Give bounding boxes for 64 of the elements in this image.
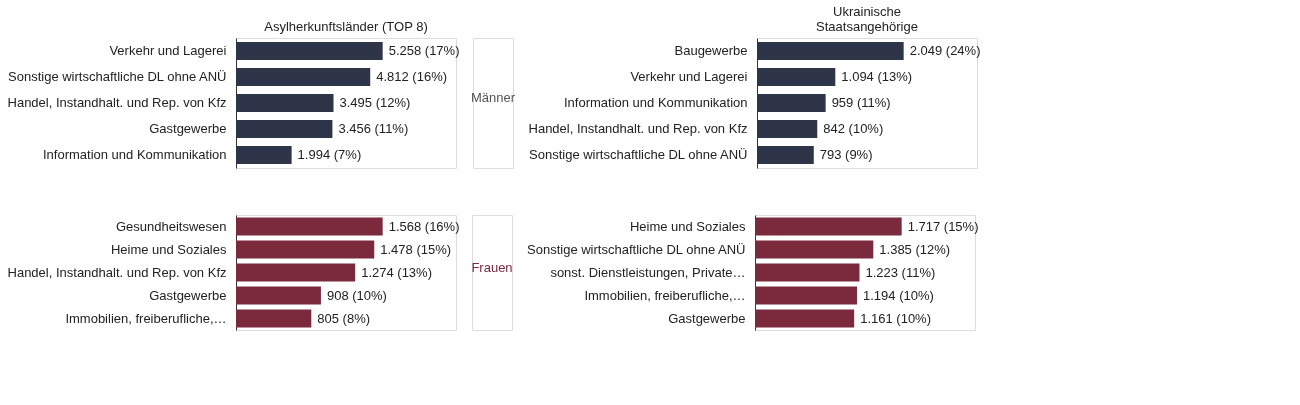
y-tick-label: Gastgewerbe (668, 310, 746, 326)
y-tick-label: Heime und Soziales (629, 218, 746, 234)
y-tick-label: Information und Kommunikation (563, 95, 748, 110)
y-tick-label: Immobilien, freiberufliche,… (65, 310, 227, 326)
bar (236, 217, 383, 236)
data-label: 1.994 (7%) (297, 147, 362, 162)
bar (757, 146, 814, 164)
bar (757, 68, 836, 86)
bar (755, 309, 855, 328)
data-label: 1.274 (13%) (361, 264, 432, 280)
data-label: 959 (11%) (831, 95, 891, 110)
data-label: 1.161 (10%) (860, 310, 931, 326)
y-tick-label: Sonstige wirtschaftliche DL ohne ANÜ (529, 147, 748, 162)
data-label: 5.258 (17%) (388, 43, 460, 58)
data-label: 3.495 (12%) (339, 95, 411, 110)
y-tick-label: Gastgewerbe (149, 287, 227, 303)
data-label: 1.223 (11%) (865, 264, 936, 280)
bar (755, 240, 874, 259)
data-label: 805 (8%) (317, 310, 371, 326)
data-label: 3.456 (11%) (338, 121, 409, 136)
data-label: 2.049 (24%) (909, 43, 981, 58)
y-tick-label: Sonstige wirtschaftliche DL ohne ANÜ (8, 69, 227, 84)
data-label: 842 (10%) (823, 121, 884, 136)
y-tick-label: Handel, Instandhalt. und Rep. von Kfz (7, 264, 227, 280)
y-tick-label: sonst. Dienstleistungen, Private… (550, 264, 746, 280)
bar (236, 68, 371, 86)
y-tick-label: Handel, Instandhalt. und Rep. von Kfz (528, 121, 748, 136)
data-label: 1.568 (16%) (388, 218, 460, 234)
data-label: 1.094 (13%) (841, 69, 913, 84)
y-tick-label: Immobilien, freiberufliche,… (584, 287, 746, 303)
y-tick-label: Handel, Instandhalt. und Rep. von Kfz (7, 95, 227, 110)
chart-title: Ukrainische Staatsangehörige (816, 4, 918, 34)
chart-title: Asylherkunftsländer (TOP 8) (264, 19, 428, 34)
bar (236, 146, 292, 164)
data-label: 1.385 (12%) (879, 241, 951, 257)
y-tick-label: Sonstige wirtschaftliche DL ohne ANÜ (527, 241, 746, 257)
bar (757, 120, 818, 138)
bar (236, 263, 356, 282)
y-tick-label: Gesundheitswesen (115, 218, 227, 234)
bar (236, 240, 375, 259)
bar (236, 286, 321, 305)
bar (236, 120, 333, 138)
data-label: 793 (9%) (819, 147, 873, 162)
bar (755, 286, 857, 305)
data-label: 1.194 (10%) (862, 287, 934, 303)
bar (236, 42, 383, 60)
data-label: 1.717 (15%) (907, 218, 979, 234)
data-label: 908 (10%) (326, 287, 387, 303)
bar (236, 309, 312, 328)
text: Männer (470, 90, 516, 105)
y-tick-label: Heime und Soziales (110, 241, 227, 257)
bar (755, 217, 902, 236)
bar (757, 42, 904, 60)
bar (236, 94, 334, 112)
bar (757, 94, 826, 112)
y-tick-label: Verkehr und Lagerei (109, 43, 227, 58)
y-tick-label: Information und Kommunikation (42, 147, 227, 162)
y-tick-label: Verkehr und Lagerei (630, 69, 748, 84)
text: Frauen (471, 259, 513, 275)
data-label: 1.478 (15%) (380, 241, 452, 257)
y-tick-label: Baugewerbe (674, 43, 748, 58)
y-tick-label: Gastgewerbe (149, 121, 227, 136)
bar (755, 263, 860, 282)
data-label: 4.812 (16%) (376, 69, 448, 84)
